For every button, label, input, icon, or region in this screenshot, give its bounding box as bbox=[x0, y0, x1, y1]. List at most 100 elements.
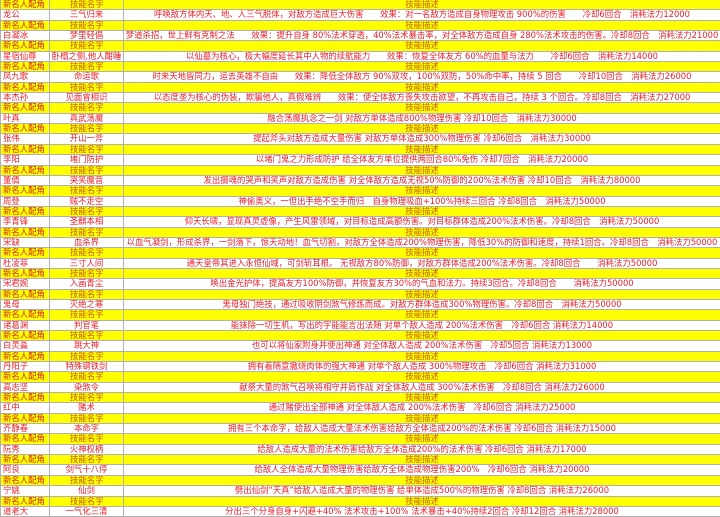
header-cell-desc[interactable]: 技能描述 bbox=[123, 413, 720, 425]
skill-desc-cell[interactable]: 分出三个分身自身+闪避+40% 法术攻击+100% 法术暴击+40%持续2回合 … bbox=[123, 506, 720, 517]
header-cell-skill[interactable]: 技能名字 bbox=[49, 433, 124, 445]
header-cell-skill[interactable]: 技能名字 bbox=[49, 227, 124, 238]
header-cell-role[interactable]: 新名人配角 bbox=[0, 227, 50, 238]
header-cell-desc[interactable]: 技能描述 bbox=[123, 496, 720, 507]
header-cell-skill[interactable]: 技能名字 bbox=[49, 20, 124, 32]
skill-name-cell[interactable]: 圣麒本相 bbox=[49, 216, 124, 228]
header-cell-desc[interactable]: 技能描述 bbox=[123, 123, 720, 135]
header-cell-desc[interactable]: 技能描述 bbox=[123, 454, 720, 466]
header-cell-role[interactable]: 新名人配角 bbox=[0, 0, 50, 11]
header-cell-skill[interactable]: 技能名字 bbox=[49, 40, 124, 52]
header-cell-role[interactable]: 新名人配角 bbox=[0, 351, 50, 363]
skill-desc-cell[interactable]: 能抹除一切生机，写出的字能能言出法随 对单个敌人造成 200%法术伤害 冷却6回… bbox=[123, 320, 720, 332]
character-name-cell[interactable]: 宋缺 bbox=[0, 237, 50, 249]
skill-name-cell[interactable]: 贼不走空 bbox=[49, 196, 124, 207]
skill-name-cell[interactable]: 三气归来 bbox=[49, 9, 124, 21]
character-name-cell[interactable]: 白凝冰 bbox=[0, 30, 50, 42]
header-cell-desc[interactable]: 技能描述 bbox=[123, 0, 720, 11]
skill-name-cell[interactable]: 真武荡魔 bbox=[49, 113, 124, 125]
header-cell-desc[interactable]: 技能描述 bbox=[123, 40, 720, 52]
header-cell-desc[interactable]: 技能描述 bbox=[123, 289, 720, 300]
character-name-cell[interactable]: 齐静春 bbox=[0, 423, 50, 435]
character-name-cell[interactable]: 宁姚 bbox=[0, 485, 50, 497]
skill-desc-cell[interactable]: 劈出仙剑“天真”给敌人造成大量的物理伤害 给单体造成500%的物理伤害 冷却8回… bbox=[123, 485, 720, 497]
header-cell-desc[interactable]: 技能描述 bbox=[123, 20, 720, 32]
header-cell-role[interactable]: 新名人配角 bbox=[0, 61, 50, 73]
character-name-cell[interactable]: 叶真 bbox=[0, 113, 50, 125]
skill-name-cell[interactable]: 堵门防护 bbox=[49, 154, 124, 166]
skill-name-cell[interactable]: 入画青尘 bbox=[49, 278, 124, 290]
header-cell-role[interactable]: 新名人配角 bbox=[0, 123, 50, 135]
header-cell-role[interactable]: 新名人配角 bbox=[0, 433, 50, 445]
header-cell-skill[interactable]: 技能名字 bbox=[49, 330, 124, 342]
character-name-cell[interactable]: 本杰孙 bbox=[0, 92, 50, 104]
skill-desc-cell[interactable]: 仰天长啸，显现真灵虚像，产生风雷领域，对目标造成高额伤害。对目标群体造成200%… bbox=[123, 216, 720, 228]
character-name-cell[interactable]: 李青锋 bbox=[0, 216, 50, 228]
skill-name-cell[interactable]: 火神权柄 bbox=[49, 444, 124, 456]
header-cell-skill[interactable]: 技能名字 bbox=[49, 247, 124, 259]
header-cell-skill[interactable]: 技能名字 bbox=[49, 351, 124, 363]
character-name-cell[interactable]: 周登 bbox=[0, 196, 50, 207]
skill-desc-cell[interactable]: 以血气凝剑，形成杀界，一剑落下，惊天动地！血气切割，对敌方全体造成200%物理伤… bbox=[123, 237, 720, 249]
character-name-cell[interactable]: 杜凌菲 bbox=[0, 258, 50, 269]
header-cell-skill[interactable]: 技能名字 bbox=[49, 185, 124, 197]
header-cell-skill[interactable]: 技能名字 bbox=[49, 475, 124, 487]
header-cell-skill[interactable]: 技能名字 bbox=[49, 82, 124, 94]
skill-desc-cell[interactable]: 时来天地皆同力，运去英雄不自由 效果：降低全体敌方 90%双攻，100%双防，5… bbox=[123, 71, 720, 83]
header-cell-skill[interactable]: 技能名字 bbox=[49, 371, 124, 383]
skill-name-cell[interactable]: 一气化三清 bbox=[49, 506, 124, 517]
header-cell-skill[interactable]: 技能名字 bbox=[49, 61, 124, 73]
header-cell-skill[interactable]: 技能名字 bbox=[49, 289, 124, 300]
header-cell-role[interactable]: 新名人配角 bbox=[0, 454, 50, 466]
header-cell-desc[interactable]: 技能描述 bbox=[123, 309, 720, 321]
header-cell-desc[interactable]: 技能描述 bbox=[123, 165, 720, 176]
header-cell-desc[interactable]: 技能描述 bbox=[123, 82, 720, 94]
header-cell-skill[interactable]: 技能名字 bbox=[49, 454, 124, 466]
skill-desc-cell[interactable]: 神偷奥义，一但出手绝不空手而归 自身物理吸血+100%持续三回合 冷却8回合 消… bbox=[123, 196, 720, 207]
header-cell-skill[interactable]: 技能名字 bbox=[49, 123, 124, 135]
skill-name-cell[interactable]: 三寸人间 bbox=[49, 258, 124, 269]
header-cell-desc[interactable]: 技能描述 bbox=[123, 144, 720, 156]
header-cell-desc[interactable]: 技能描述 bbox=[123, 392, 720, 404]
skill-name-cell[interactable]: 哭笑魔音 bbox=[49, 175, 124, 187]
character-name-cell[interactable]: 丹阳子 bbox=[0, 361, 50, 373]
character-name-cell[interactable]: 鬼母 bbox=[0, 299, 50, 311]
skill-name-cell[interactable]: 判官笔 bbox=[49, 320, 124, 332]
header-cell-skill[interactable]: 技能名字 bbox=[49, 144, 124, 156]
skill-desc-cell[interactable]: 也可以将仙家附身并使出神通 对全体敌人造成 200%法术伤害 冷却5回合 消耗法… bbox=[123, 340, 720, 352]
skill-name-cell[interactable]: 梦里轻倡 bbox=[49, 30, 124, 42]
header-cell-role[interactable]: 新名人配角 bbox=[0, 144, 50, 156]
header-cell-role[interactable]: 新名人配角 bbox=[0, 475, 50, 487]
header-cell-role[interactable]: 新名人配角 bbox=[0, 371, 50, 383]
character-name-cell[interactable]: 龙公 bbox=[0, 9, 50, 21]
skill-desc-cell[interactable]: 给敌人全体造成大量物理伤害给敌方全体造成物理伤害200% 冷却6回合 消耗法力2… bbox=[123, 464, 720, 476]
character-name-cell[interactable]: 白灵淼 bbox=[0, 340, 50, 352]
skill-name-cell[interactable]: 卧榻之侧,他人酣睡 bbox=[49, 51, 124, 63]
header-cell-skill[interactable]: 技能名字 bbox=[49, 0, 124, 11]
skill-name-cell[interactable]: 血杀界 bbox=[49, 237, 124, 249]
skill-desc-cell[interactable]: 提起斧头对敌方造成大量伤害 对敌方单体造成300%物理伤害 冷却6回合 消耗法力… bbox=[123, 133, 720, 145]
character-name-cell[interactable]: 高志坚 bbox=[0, 382, 50, 394]
header-cell-desc[interactable]: 技能描述 bbox=[123, 268, 720, 280]
header-cell-role[interactable]: 新名人配角 bbox=[0, 289, 50, 300]
header-cell-desc[interactable]: 技能描述 bbox=[123, 206, 720, 218]
header-cell-skill[interactable]: 技能名字 bbox=[49, 392, 124, 404]
header-cell-skill[interactable]: 技能名字 bbox=[49, 102, 124, 114]
header-cell-skill[interactable]: 技能名字 bbox=[49, 165, 124, 176]
header-cell-role[interactable]: 新名人配角 bbox=[0, 496, 50, 507]
skill-desc-cell[interactable]: 以堵门鬼之力形成防护 给全体友方单位提供两回合80%免伤 冷却7回合 消耗法力2… bbox=[123, 154, 720, 166]
skill-desc-cell[interactable]: 给敌人造成大量的法术伤害给敌方全体造成200%的法术伤害 冷却6回合 消耗法力1… bbox=[123, 444, 720, 456]
skill-desc-cell[interactable]: 拥有着随意撤烧肉体的强大神通 对单个敌人造成 300%物理攻击 冷却6回合 消耗… bbox=[123, 361, 720, 373]
skill-name-cell[interactable]: 本命字 bbox=[49, 423, 124, 435]
header-cell-skill[interactable]: 技能名字 bbox=[49, 413, 124, 425]
character-name-cell[interactable]: 诸葛渊 bbox=[0, 320, 50, 332]
skill-desc-cell[interactable]: 融合荡魔执念之一剑 对敌方单体造成800%物理伤害 冷却10回合 消耗法力300… bbox=[123, 113, 720, 125]
character-name-cell[interactable]: 阮秀 bbox=[0, 444, 50, 456]
skill-name-cell[interactable]: 特殊钢铁剑 bbox=[49, 361, 124, 373]
header-cell-role[interactable]: 新名人配角 bbox=[0, 20, 50, 32]
character-name-cell[interactable]: 凤九歌 bbox=[0, 71, 50, 83]
header-cell-desc[interactable]: 技能描述 bbox=[123, 330, 720, 342]
skill-desc-cell[interactable]: 以态度垄为核心的伪装，欺骗他人，真假难辨 效果：使全体敌方丧失攻击欲望，不再攻击… bbox=[123, 92, 720, 104]
skill-name-cell[interactable]: 赌术 bbox=[49, 402, 124, 414]
header-cell-role[interactable]: 新名人配角 bbox=[0, 82, 50, 94]
